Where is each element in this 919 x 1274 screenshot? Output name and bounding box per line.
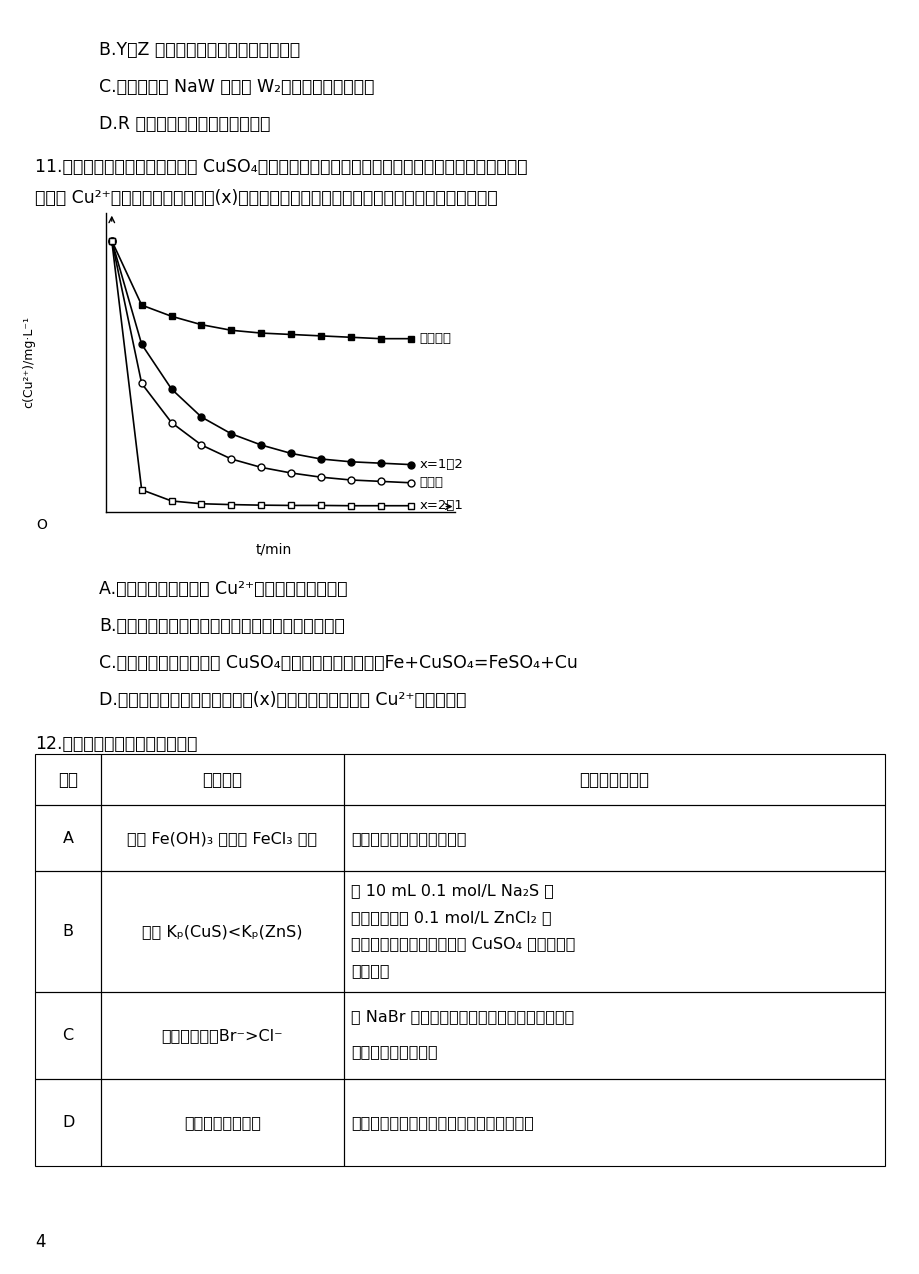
Text: 将混合液倒入过滤器中过滤: 将混合液倒入过滤器中过滤	[350, 831, 466, 846]
Text: C.利用铁碳混合物回收含 CuSO₄废水中铜的反应原理：Fe+CuSO₄=FeSO₄+Cu: C.利用铁碳混合物回收含 CuSO₄废水中铜的反应原理：Fe+CuSO₄=FeS…	[99, 654, 578, 671]
Bar	[101, 754, 343, 805]
Text: B.Y、Z 的简单氢化物的稳定性依次递增: B.Y、Z 的简单氢化物的稳定性依次递增	[99, 41, 301, 59]
Bar	[35, 871, 101, 992]
Text: 选项: 选项	[58, 771, 78, 789]
Bar	[343, 1079, 884, 1166]
Bar	[343, 754, 884, 805]
Text: 将铁钉放入试管中，用盐酸浸没，产生气泡: 将铁钉放入试管中，用盐酸浸没，产生气泡	[350, 1115, 533, 1130]
Text: 证明还原性：Br⁻>Cl⁻: 证明还原性：Br⁻>Cl⁻	[162, 1028, 283, 1043]
Bar	[35, 992, 101, 1079]
Text: 向 10 mL 0.1 mol/L Na₂S 溶: 向 10 mL 0.1 mol/L Na₂S 溶	[350, 883, 553, 898]
Text: x=2：1: x=2：1	[419, 499, 463, 512]
Bar	[35, 1079, 101, 1166]
Text: A.由图可知，活性炭对 Cu²⁺具有一定的吸附作用: A.由图可知，活性炭对 Cu²⁺具有一定的吸附作用	[99, 580, 347, 598]
Text: 实验目的: 实验目的	[202, 771, 242, 789]
Text: 黑色沉淠: 黑色沉淠	[350, 963, 389, 978]
Bar	[35, 805, 101, 871]
Bar	[343, 992, 884, 1079]
Text: 废水中 Cu²⁺浓度在不同铁碳质量比(x)条件下随时间变化的曲线如图所示。下列推论不合理的是: 废水中 Cu²⁺浓度在不同铁碳质量比(x)条件下随时间变化的曲线如图所示。下列推…	[35, 189, 497, 206]
Text: t/min: t/min	[255, 543, 291, 555]
Text: 向 NaBr 溶液中滴入少量氯水和苯，振荡，静置: 向 NaBr 溶液中滴入少量氯水和苯，振荡，静置	[350, 1009, 573, 1024]
Text: D.R 的单质可用于制造半导体材料: D.R 的单质可用于制造半导体材料	[99, 115, 270, 132]
Bar	[35, 754, 101, 805]
Text: B: B	[62, 925, 74, 939]
Bar	[101, 871, 343, 992]
Text: B.铁屑和活性炭会在溶液中形成微电池，铁屑为负极: B.铁屑和活性炭会在溶液中形成微电池，铁屑为负极	[99, 617, 345, 634]
Text: 验证铁的吸氧腐蚀: 验证铁的吸氧腐蚀	[184, 1115, 261, 1130]
Bar	[343, 805, 884, 871]
Text: c(Cu²⁺)/mg·L⁻¹: c(Cu²⁺)/mg·L⁻¹	[22, 316, 35, 409]
Text: 实验操作、现象: 实验操作、现象	[579, 771, 649, 789]
Text: 纯活性炭: 纯活性炭	[419, 333, 451, 345]
Text: O: O	[36, 519, 47, 533]
Bar	[101, 1079, 343, 1166]
Text: D: D	[62, 1115, 74, 1130]
Bar	[101, 805, 343, 871]
Bar	[343, 871, 884, 992]
Text: 12.下列关于实验的说法正确的是: 12.下列关于实验的说法正确的是	[35, 735, 197, 753]
Bar	[101, 992, 343, 1079]
Text: 11.工业上常用铁碳混合物处理含 CuSO₄废水获得金属铜。当保持铁屑和活性炭总质量不变时，测得: 11.工业上常用铁碳混合物处理含 CuSO₄废水获得金属铜。当保持铁屑和活性炭总…	[35, 158, 527, 176]
Text: 证明 Kₚ(CuS)<Kₚ(ZnS): 证明 Kₚ(CuS)<Kₚ(ZnS)	[142, 925, 302, 939]
Text: 液中滴入几滴 0.1 mol/L ZnCl₂ 溶: 液中滴入几滴 0.1 mol/L ZnCl₂ 溶	[350, 910, 550, 925]
Text: 4: 4	[35, 1233, 45, 1251]
Text: x=1：2: x=1：2	[419, 459, 463, 471]
Text: A: A	[62, 831, 74, 846]
Text: 液，产生白色沉淡，再加入 CuSO₄ 溶液，产生: 液，产生白色沉淡，再加入 CuSO₄ 溶液，产生	[350, 936, 574, 952]
Text: 纯铁屑: 纯铁屑	[419, 476, 443, 489]
Text: D.增大铁碳混合物中铁碳质量比(x)，一定会提高废水中 Cu²⁺的去除速率: D.增大铁碳混合物中铁碳质量比(x)，一定会提高废水中 Cu²⁺的去除速率	[99, 691, 466, 708]
Text: 分离 Fe(OH)₃ 胶体和 FeCl₃ 溶液: 分离 Fe(OH)₃ 胶体和 FeCl₃ 溶液	[127, 831, 317, 846]
Text: C: C	[62, 1028, 74, 1043]
Text: C.工业上电解 NaW 溶液得 W₂可使用阴离子交换膜: C.工业上电解 NaW 溶液得 W₂可使用阴离子交换膜	[99, 78, 374, 96]
Text: ，溶液上层呈橙红色: ，溶液上层呈橙红色	[350, 1043, 437, 1059]
